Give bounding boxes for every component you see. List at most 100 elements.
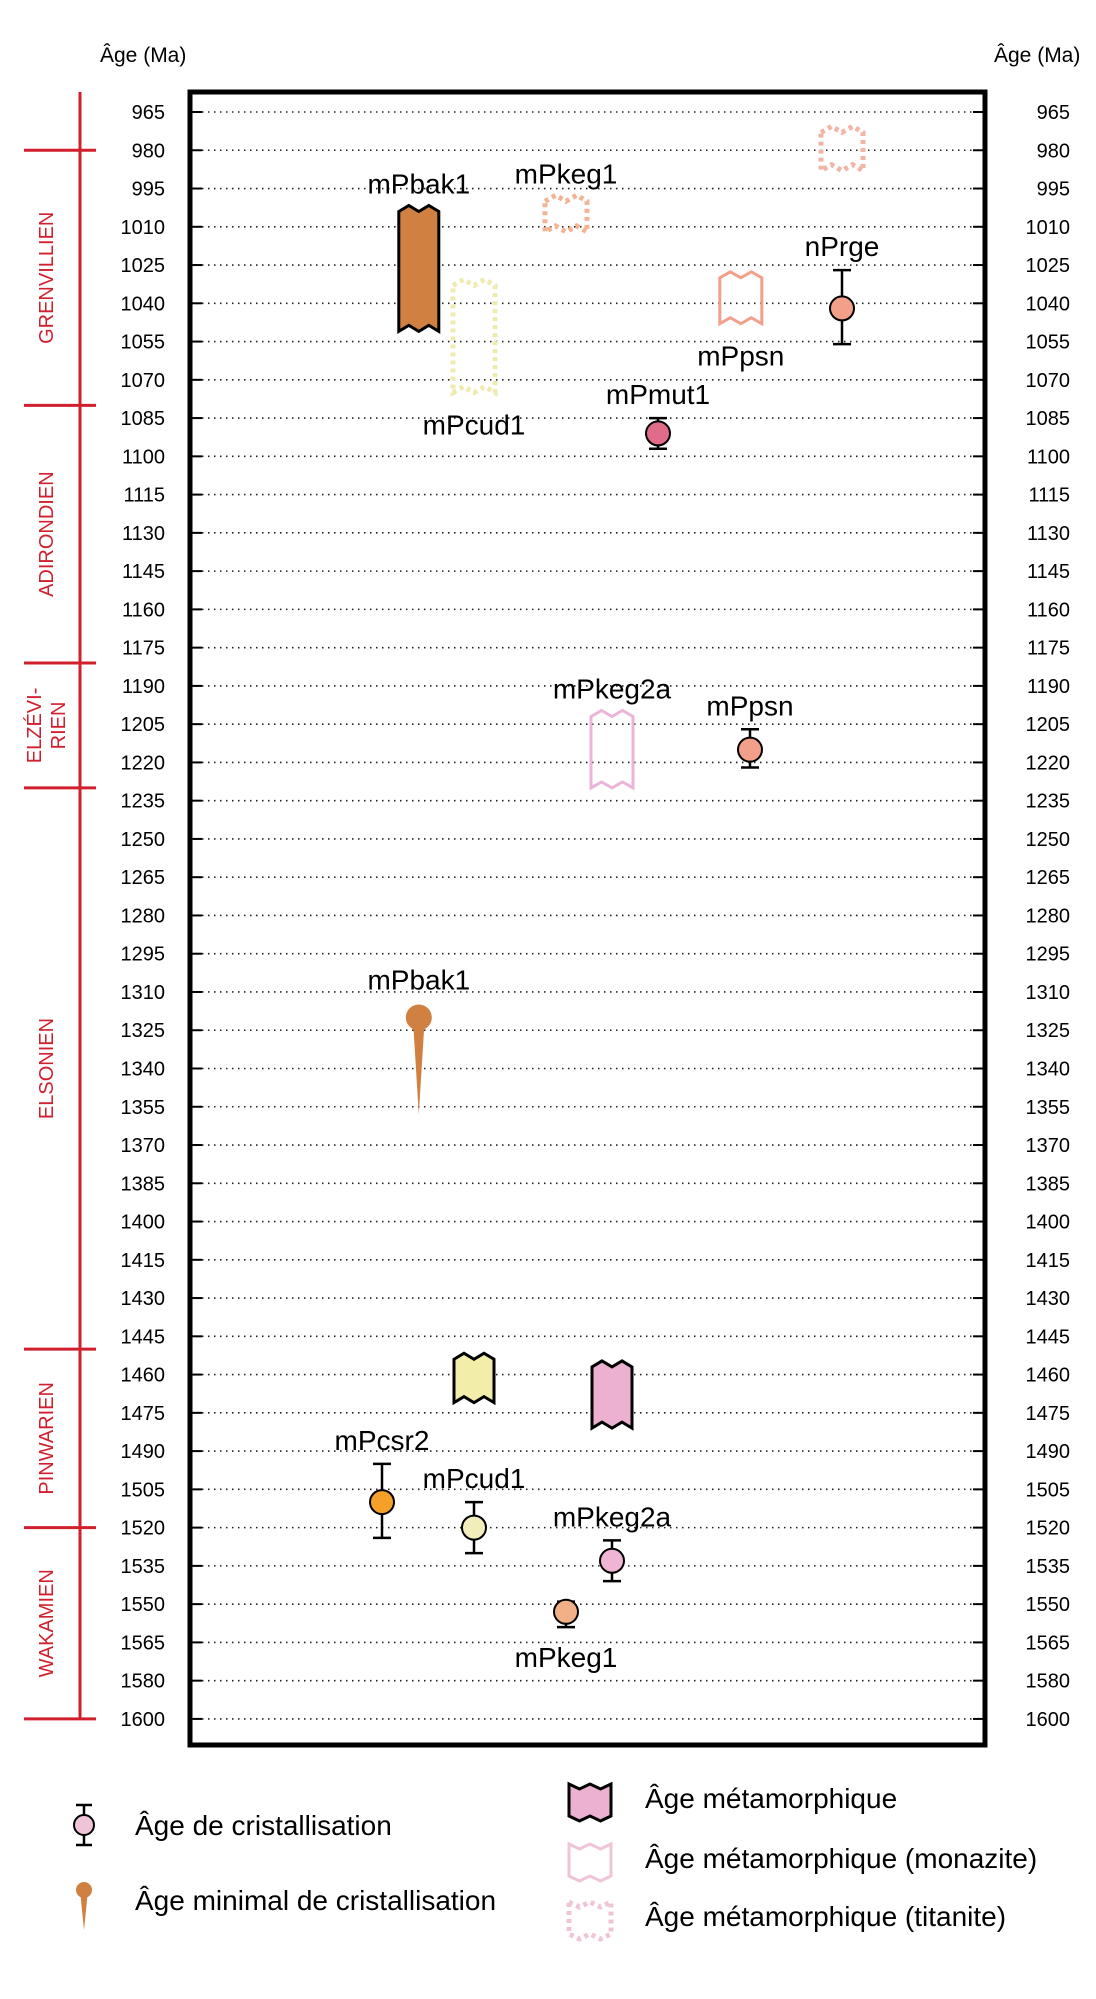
legend-label: Âge métamorphique bbox=[645, 1783, 897, 1814]
orogeny-label: PINWARIEN bbox=[36, 1382, 58, 1495]
tick-label-left: 995 bbox=[132, 179, 165, 201]
sample-label: mPcsr2 bbox=[335, 1425, 430, 1456]
tick-label-left: 1535 bbox=[121, 1556, 166, 1578]
sample-label: mPmut1 bbox=[606, 379, 710, 410]
tick-label-right: 1490 bbox=[1026, 1441, 1071, 1463]
crystallization-point bbox=[599, 1547, 625, 1574]
tick-label-left: 1070 bbox=[121, 370, 166, 392]
tick-label-right: 1115 bbox=[1028, 485, 1070, 507]
tick-label-right: 1130 bbox=[1027, 523, 1070, 545]
plot-frame bbox=[187, 89, 988, 1748]
legend-point-swatch bbox=[73, 1814, 95, 1836]
left-axis-title: Âge (Ma) bbox=[100, 44, 186, 67]
legend-label: Âge de cristallisation bbox=[135, 1810, 392, 1841]
metamorphic-box bbox=[718, 270, 764, 327]
tick-label-left: 1355 bbox=[121, 1097, 166, 1119]
tick-label-right: 1325 bbox=[1026, 1020, 1071, 1042]
tick-label-left: 1520 bbox=[121, 1518, 166, 1540]
tick-label-right: 1190 bbox=[1027, 676, 1070, 698]
tick-label-left: 1295 bbox=[121, 944, 166, 966]
tick-label-right: 1415 bbox=[1026, 1250, 1071, 1272]
orogeny-label: GRENVILLIEN bbox=[36, 212, 58, 344]
tick-label-right: 1280 bbox=[1026, 905, 1071, 927]
legend-box-swatch bbox=[567, 1781, 613, 1823]
tick-label-left: 1235 bbox=[121, 791, 166, 813]
tick-label-left: 1445 bbox=[121, 1326, 166, 1348]
tick-label-left: 1010 bbox=[121, 217, 166, 239]
tick-label-left: 1085 bbox=[121, 408, 166, 430]
tick-label-right: 1250 bbox=[1026, 829, 1071, 851]
tick-label-right: 1505 bbox=[1026, 1479, 1071, 1501]
orogeny-label: ADIRONDIEN bbox=[36, 471, 58, 597]
tick-label-left: 1415 bbox=[121, 1250, 166, 1272]
tick-label-left: 1115 bbox=[123, 485, 165, 507]
tick-label-right: 1385 bbox=[1026, 1173, 1071, 1195]
tick-label-right: 1100 bbox=[1027, 446, 1070, 468]
tick-label-right: 1565 bbox=[1026, 1632, 1071, 1654]
orogeny-label: WAKAMIEN bbox=[36, 1569, 58, 1677]
gridlines bbox=[190, 111, 985, 1720]
legend-label: Âge métamorphique (monazite) bbox=[645, 1843, 1037, 1874]
tick-label-right: 1445 bbox=[1026, 1326, 1071, 1348]
tick-label-right: 1055 bbox=[1026, 332, 1071, 354]
metamorphic-box bbox=[450, 276, 498, 397]
crystallization-point bbox=[737, 736, 763, 763]
metamorphic-box bbox=[589, 708, 635, 791]
tick-label-right: 1550 bbox=[1026, 1594, 1071, 1616]
sample-label: mPkeg1 bbox=[515, 158, 618, 189]
crystallization-point bbox=[553, 1598, 579, 1625]
legend: Âge de cristallisation Âge minimal de cri… bbox=[73, 1781, 1037, 1942]
minimum-age-tail bbox=[412, 1017, 425, 1115]
tick-label-left: 1490 bbox=[121, 1441, 166, 1463]
tick-label-right: 1175 bbox=[1027, 638, 1070, 660]
tick-label-right: 1310 bbox=[1026, 982, 1071, 1004]
metamorphic-box bbox=[590, 1359, 634, 1431]
tick-label-right: 1460 bbox=[1026, 1365, 1071, 1387]
sample-label: mPkeg1 bbox=[515, 1642, 618, 1673]
legend-label: Âge métamorphique (titanite) bbox=[645, 1901, 1006, 1932]
tick-label-right: 965 bbox=[1037, 102, 1070, 124]
tick-label-left: 1205 bbox=[121, 714, 166, 736]
tick-label-left: 1340 bbox=[121, 1059, 166, 1081]
tick-label-left: 1145 bbox=[122, 561, 165, 583]
tick-label-left: 1400 bbox=[121, 1212, 166, 1234]
tick-label-right: 1235 bbox=[1026, 791, 1071, 813]
tick-label-right: 1370 bbox=[1026, 1135, 1071, 1157]
orogeny-label: ELZÉVI- RIEN bbox=[23, 688, 70, 764]
sample-label: nPrge bbox=[805, 231, 880, 262]
tick-label-right: 1475 bbox=[1026, 1403, 1071, 1425]
tick-label-left: 1565 bbox=[121, 1632, 166, 1654]
tick-label-right: 1205 bbox=[1026, 714, 1071, 736]
sample-label: mPcud1 bbox=[423, 1463, 526, 1494]
legend-box-swatch bbox=[566, 1898, 614, 1942]
tick-label-right: 1520 bbox=[1026, 1518, 1071, 1540]
tick-label-right: 1010 bbox=[1026, 217, 1071, 239]
legend-box-swatch bbox=[567, 1841, 613, 1883]
tick-label-left: 965 bbox=[132, 102, 165, 124]
tick-label-left: 1325 bbox=[121, 1020, 166, 1042]
crystallization-point bbox=[369, 1489, 395, 1516]
tick-label-left: 1190 bbox=[122, 676, 165, 698]
sample-label: mPbak1 bbox=[367, 168, 470, 199]
sample-label: mPpsn bbox=[697, 341, 784, 372]
legend-min-tail bbox=[80, 1890, 88, 1930]
age-ticks: 965 965 980 980 995 995 1010 1010 1025 1025 1040 10… bbox=[121, 102, 1071, 1731]
crystallization-point bbox=[829, 295, 855, 322]
tick-label-right: 1600 bbox=[1026, 1709, 1071, 1731]
tick-label-left: 1600 bbox=[121, 1709, 166, 1731]
tick-label-left: 1175 bbox=[122, 638, 165, 660]
tick-label-left: 1130 bbox=[122, 523, 165, 545]
tick-label-right: 1160 bbox=[1027, 599, 1070, 621]
crystallization-point bbox=[461, 1514, 487, 1541]
tick-label-left: 1055 bbox=[121, 332, 166, 354]
tick-label-right: 1085 bbox=[1026, 408, 1071, 430]
tick-label-right: 1430 bbox=[1026, 1288, 1071, 1310]
sample-label: mPkeg2a bbox=[553, 1501, 672, 1532]
tick-label-left: 1220 bbox=[121, 752, 166, 774]
crystallization-point bbox=[645, 420, 671, 447]
tick-label-right: 1265 bbox=[1026, 867, 1071, 889]
legend-min-swatch bbox=[76, 1882, 92, 1898]
right-axis-title: Âge (Ma) bbox=[994, 44, 1080, 67]
tick-label-right: 1295 bbox=[1026, 944, 1071, 966]
chart-marks: nPrge mPmut1 mPpsn mPcsr2 mPcud1 mPkeg2a mPkeg… bbox=[335, 123, 880, 1673]
